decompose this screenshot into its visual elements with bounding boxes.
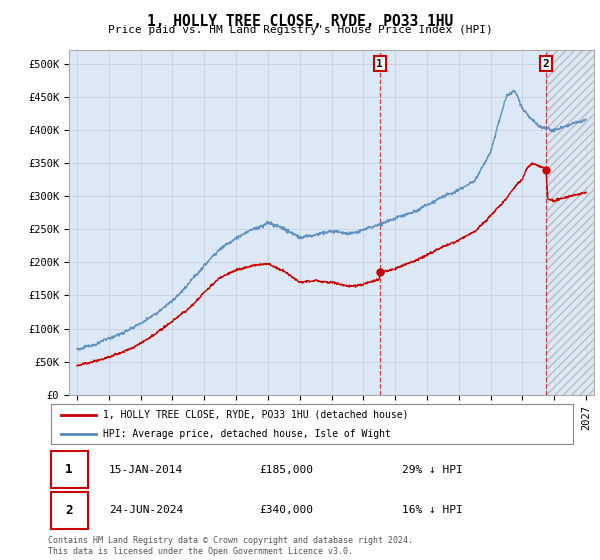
Text: 29% ↓ HPI: 29% ↓ HPI <box>402 465 463 474</box>
Text: 1: 1 <box>376 59 383 69</box>
Text: HPI: Average price, detached house, Isle of Wight: HPI: Average price, detached house, Isle… <box>103 429 391 439</box>
Text: 24-JUN-2024: 24-JUN-2024 <box>109 506 183 515</box>
Text: 1, HOLLY TREE CLOSE, RYDE, PO33 1HU (detached house): 1, HOLLY TREE CLOSE, RYDE, PO33 1HU (det… <box>103 409 409 419</box>
Text: 2: 2 <box>542 59 550 69</box>
Text: Contains HM Land Registry data © Crown copyright and database right 2024.
This d: Contains HM Land Registry data © Crown c… <box>48 536 413 556</box>
Text: Price paid vs. HM Land Registry's House Price Index (HPI): Price paid vs. HM Land Registry's House … <box>107 25 493 35</box>
Text: £340,000: £340,000 <box>259 506 313 515</box>
FancyBboxPatch shape <box>50 404 574 445</box>
Text: 2: 2 <box>65 504 73 517</box>
Text: 1: 1 <box>65 463 73 476</box>
Text: 15-JAN-2014: 15-JAN-2014 <box>109 465 183 474</box>
FancyBboxPatch shape <box>50 492 88 529</box>
Text: £185,000: £185,000 <box>259 465 313 474</box>
FancyBboxPatch shape <box>50 451 88 488</box>
Text: 16% ↓ HPI: 16% ↓ HPI <box>402 506 463 515</box>
Text: 1, HOLLY TREE CLOSE, RYDE, PO33 1HU: 1, HOLLY TREE CLOSE, RYDE, PO33 1HU <box>147 14 453 29</box>
